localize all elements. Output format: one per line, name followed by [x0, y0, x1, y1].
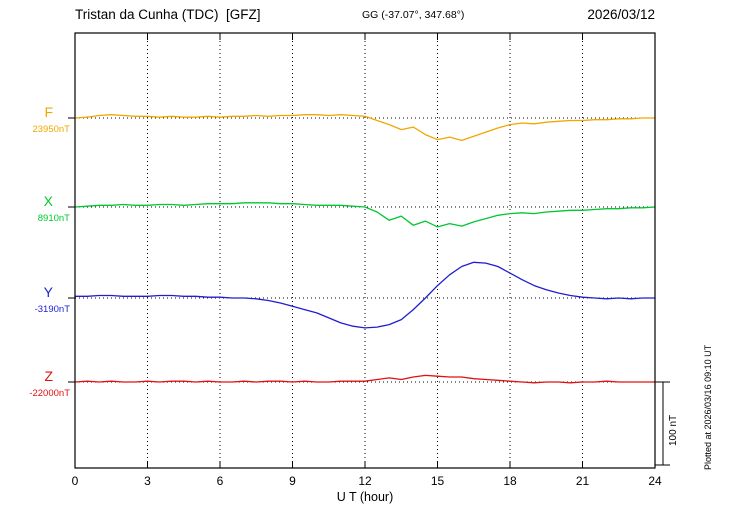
x-tick-label: 12 [358, 474, 372, 488]
x-tick-label: 18 [503, 474, 517, 488]
plotted-at-caption: Plotted at 2026/03/16 09:10 UT [703, 344, 713, 470]
x-tick-label: 15 [430, 474, 445, 488]
trace-X [74, 202, 656, 228]
scale-bar-label: 100 nT [668, 414, 679, 446]
series-baseline-value-F: 23950nT [32, 124, 70, 135]
x-tick-label: 0 [71, 474, 79, 488]
trace-F [74, 114, 656, 142]
x-tick-label: 6 [216, 474, 224, 488]
series-baseline-value-Y: -3190nT [34, 304, 70, 315]
geographic-coordinates: GG (-37.07°, 347.68°) [362, 9, 465, 21]
x-tick-label: 21 [575, 474, 590, 488]
series-label-Y: Y [43, 284, 53, 300]
observation-date: 2026/03/12 [587, 7, 655, 22]
series-baseline-value-X: 8910nT [37, 213, 70, 224]
series-label-F: F [44, 104, 53, 120]
x-tick-label: 24 [648, 474, 662, 488]
trace-Z [74, 374, 656, 384]
x-axis-label: U T (hour) [336, 490, 394, 504]
series-label-Z: Z [44, 368, 53, 384]
x-tick-label: 3 [144, 474, 151, 488]
trace-Y [74, 261, 656, 329]
station-title: Tristan da Cunha (TDC) [GFZ] [75, 7, 261, 22]
plot-border [74, 32, 656, 469]
series-label-X: X [43, 193, 53, 209]
x-tick-label: 9 [289, 474, 296, 488]
series-baseline-value-Z: -22000nT [29, 388, 70, 399]
